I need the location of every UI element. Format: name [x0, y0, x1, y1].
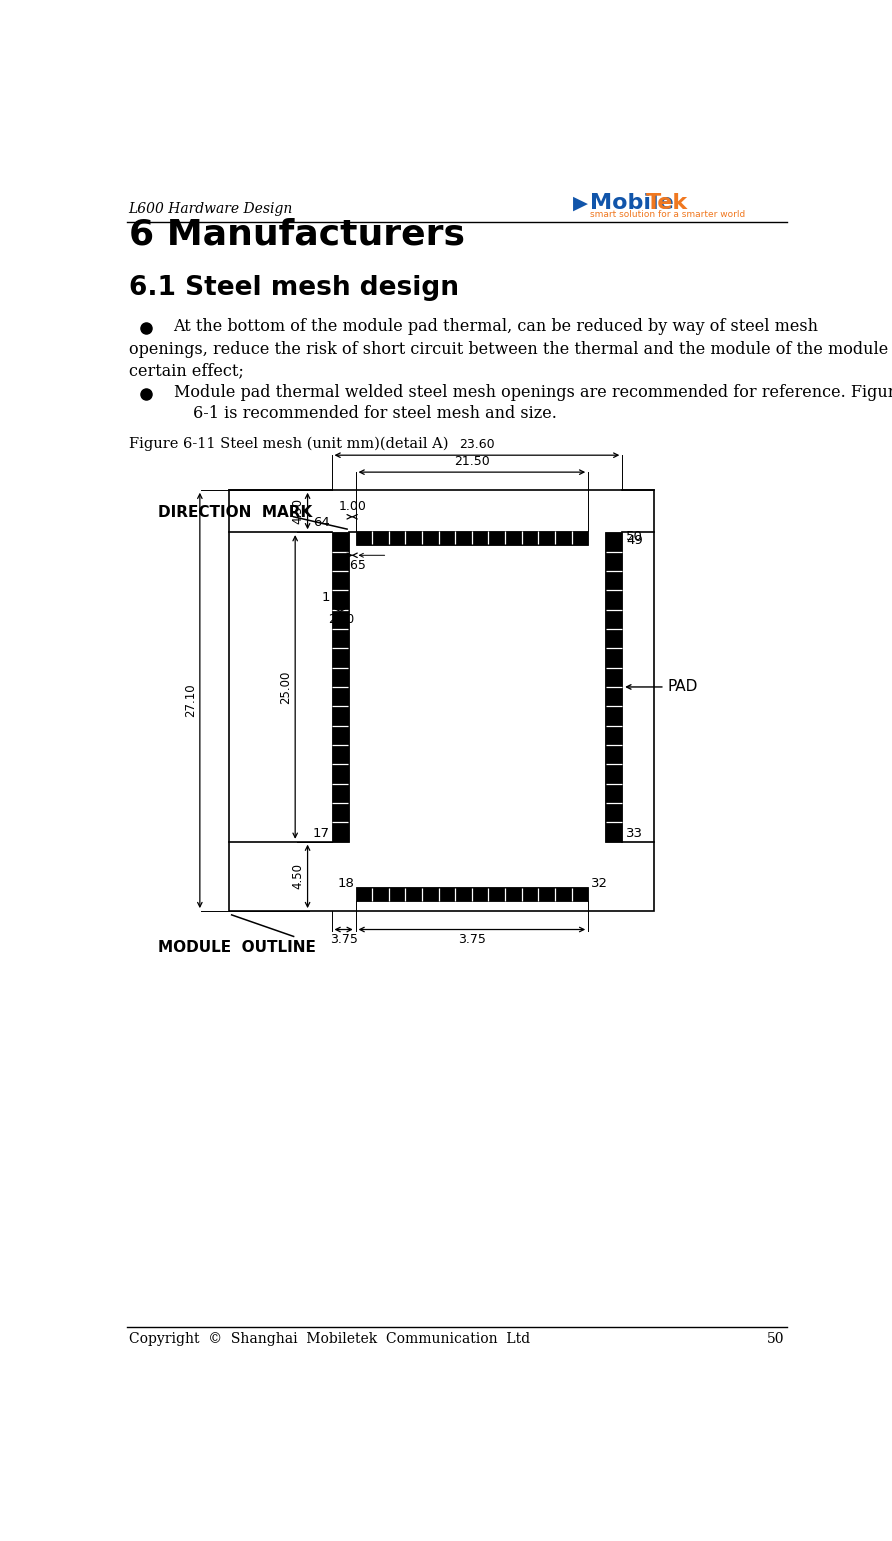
Text: 27.10: 27.10: [184, 684, 197, 717]
Text: At the bottom of the module pad thermal, can be reduced by way of steel mesh: At the bottom of the module pad thermal,…: [174, 317, 819, 334]
Text: 4.50: 4.50: [292, 498, 304, 524]
Text: 23.60: 23.60: [459, 438, 495, 452]
Bar: [356, 888, 588, 901]
Text: 1: 1: [321, 592, 330, 604]
Text: 18: 18: [337, 877, 354, 891]
Text: Copyright  ©  Shanghai  Mobiletek  Communication  Ltd: Copyright © Shanghai Mobiletek Communica…: [128, 1331, 530, 1347]
Text: PAD: PAD: [667, 680, 698, 695]
Text: 25.00: 25.00: [279, 670, 292, 704]
Text: certain effect;: certain effect;: [128, 362, 244, 379]
Text: 2.10: 2.10: [328, 613, 354, 626]
Bar: [356, 530, 588, 544]
Text: ▶: ▶: [573, 194, 588, 213]
Text: Mobile: Mobile: [591, 194, 674, 213]
Text: L600 Hardware Design: L600 Hardware Design: [128, 202, 293, 216]
Text: 17: 17: [313, 828, 330, 840]
Text: openings, reduce the risk of short circuit between the thermal and the module of: openings, reduce the risk of short circu…: [128, 341, 892, 358]
Text: 6-1 is recommended for steel mesh and size.: 6-1 is recommended for steel mesh and si…: [193, 405, 557, 422]
Text: 64: 64: [313, 516, 330, 529]
Text: 0.65: 0.65: [338, 559, 366, 572]
Text: Module pad thermal welded steel mesh openings are recommended for reference. Fig: Module pad thermal welded steel mesh ope…: [174, 384, 892, 401]
Text: MODULE  OUTLINE: MODULE OUTLINE: [158, 940, 316, 955]
Text: 50: 50: [767, 1331, 784, 1347]
Text: 33: 33: [626, 828, 643, 840]
Text: 49: 49: [626, 533, 643, 547]
Text: DIRECTION  MARK: DIRECTION MARK: [158, 505, 312, 521]
Bar: [605, 532, 623, 841]
Text: 1.00: 1.00: [338, 499, 366, 513]
Text: Figure 6-11 Steel mesh (unit mm)(detail A): Figure 6-11 Steel mesh (unit mm)(detail …: [128, 438, 448, 452]
Text: 32: 32: [591, 877, 608, 891]
Text: 6.1 Steel mesh design: 6.1 Steel mesh design: [128, 276, 458, 300]
Text: 4.50: 4.50: [292, 863, 304, 889]
Bar: [332, 532, 349, 841]
Text: smart solution for a smarter world: smart solution for a smarter world: [591, 210, 746, 219]
Text: 3.75: 3.75: [330, 934, 358, 946]
Text: 3.75: 3.75: [458, 934, 486, 946]
Bar: [229, 490, 654, 911]
Text: 50: 50: [626, 530, 643, 542]
Text: 6 Manufacturers: 6 Manufacturers: [128, 217, 465, 251]
Text: Tek: Tek: [646, 194, 689, 213]
Text: 21.50: 21.50: [454, 455, 490, 468]
